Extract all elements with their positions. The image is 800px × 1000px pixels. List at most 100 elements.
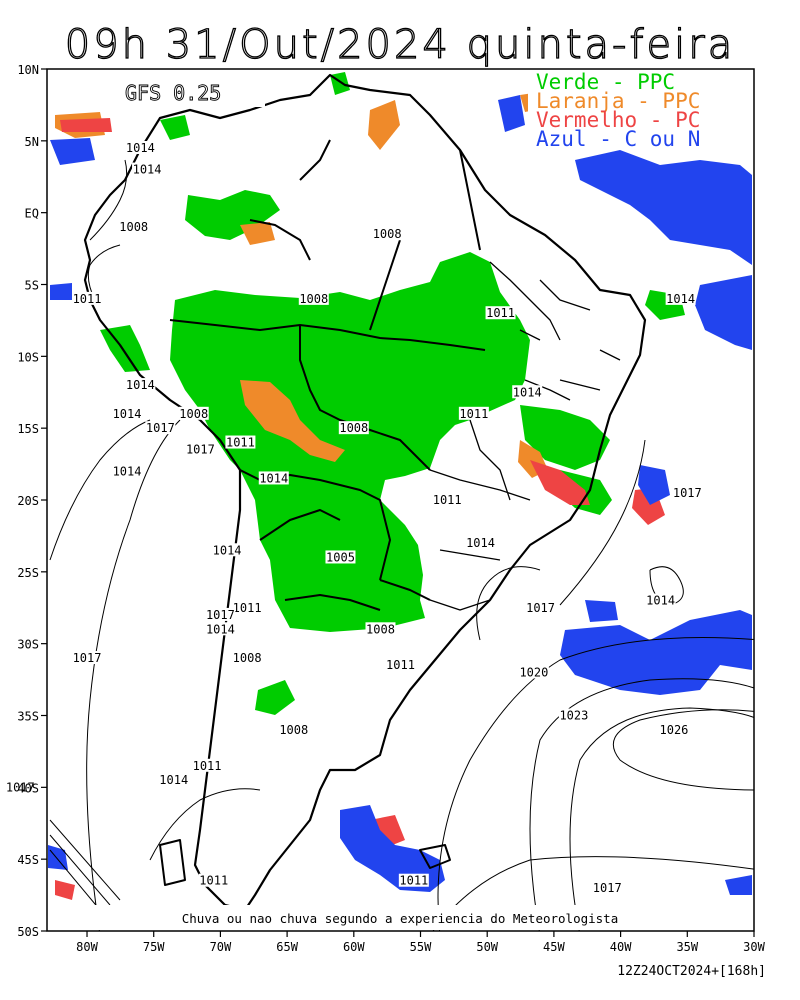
island [419,844,451,869]
blue-cn-area [50,138,95,165]
caption-box [48,905,753,930]
isobar-label-bg [232,651,263,665]
orange-ppc-area [240,222,275,245]
isobar-label-bg [385,658,416,672]
isobar-label-bg [258,471,289,485]
isobar-label: 1014 [126,378,155,392]
orange-ppc-area [368,100,400,150]
isobar-line [86,419,181,931]
blue-cn-area [50,283,72,300]
green-ppc-area [100,325,150,372]
green-ppc-area [185,190,280,240]
lon-tick-label: 65W [276,940,298,954]
isobar-label: 1017 [73,651,102,665]
isobar-label: 1008 [366,622,395,636]
legend-red: Vermelho - PC [536,108,700,132]
isobar-label-bg [558,708,589,722]
international-borders [169,139,486,611]
state-borders [429,261,621,611]
green-ppc-area [520,405,610,470]
isobar-label-bg [525,600,556,614]
lat-tick-label: 50S [17,925,39,939]
isobar-label-bg [432,493,463,506]
lat-tick-label: 5S [25,279,39,293]
blue-cn-area [48,845,68,870]
green-ppc-area [255,680,295,715]
lon-tick-label: 30W [743,940,765,954]
isobar-label: 1011 [233,601,262,615]
isobar-label-bg [72,651,103,665]
blue-cn-area [725,875,752,895]
map-caption: Chuva ou nao chuva segundo a experiencia… [182,911,619,926]
isobar-label: 1008 [119,220,148,234]
isobar-label-bg [232,600,263,614]
green-ppc-area [330,72,350,95]
isobar-label-bg [512,385,543,399]
isobar-line [432,856,754,931]
red-pc-area [530,460,590,505]
isobar-label: 1011 [73,292,102,306]
legend-box [528,70,752,150]
orange-ppc-area [240,380,345,462]
lon-tick-label: 60W [343,940,365,954]
isobar-label: 1017 [526,601,555,615]
lat-tick-label: 25S [17,566,39,580]
isobar-label-bg [205,607,236,621]
isobar-label-bg [458,406,489,420]
isobar-label: 1014 [126,141,155,155]
isobar-label-bg [198,873,229,887]
isobar-label: 1011 [226,436,255,450]
isobar-label-bg [645,593,676,607]
red-pc-area [60,118,112,132]
lat-tick-label: 20S [17,494,39,508]
lat-tick-label: EQ [25,207,39,221]
isobar-label-bg [592,880,623,894]
isobar-label-bg [125,378,156,392]
isobar-line [476,566,541,641]
lat-tick-label: 15S [17,422,39,436]
isobar-label: 1011 [199,874,228,888]
isobar-label-bg [278,722,309,736]
lat-tick-label: 35S [17,710,39,724]
lon-tick-label: 75W [143,940,165,954]
isobar-label: 1014 [159,773,188,787]
map-title: 09h 31/Out/2024 quinta-feira [64,21,736,68]
isobar-label: 1014 [206,622,235,636]
isobar-label: 1017 [186,443,215,457]
isobar-label: 1023 [559,709,588,723]
isobar-label-bg [192,758,223,772]
isobar-label: 1017 [206,608,235,622]
isobar-label-bg [132,162,163,176]
model-label: GFS 0.25 [125,81,221,105]
blue-cn-area [575,150,752,265]
isobar-label: 1011 [193,759,222,773]
isobar-label-bg [485,306,516,320]
isobar-label: 1014 [666,292,695,306]
isobar-label: 1020 [519,665,548,679]
blue-cn-area [695,275,752,350]
isobar-label: 1014 [133,163,162,177]
isobar-label: 1014 [113,464,142,478]
isobar-label-bg [518,665,549,679]
isobar-label-bg [212,543,243,557]
isobar-label-bg [205,622,236,636]
isobar-label-bg [118,220,149,234]
island [159,839,186,886]
isobar-label: 1026 [660,723,689,737]
lon-tick-label: 40W [610,940,632,954]
isobar-label: 1008 [299,292,328,306]
isobar-line [559,439,646,606]
isobar-line [569,707,754,931]
isobar-label-bg [185,442,216,456]
lon-tick-label: 35W [676,940,698,954]
isobar-label: 1005 [326,550,355,564]
isobar-label-bg [178,406,209,420]
lat-tick-label: 5N [25,135,39,149]
isobar-line [612,709,754,791]
lat-tick-label: 40S [17,781,39,795]
lon-tick-label: 45W [543,940,565,954]
run-info: 12Z24OCT2024+[168h] [617,964,766,979]
isobar-label: 1014 [646,594,675,608]
isobar-label-bg [298,291,329,305]
